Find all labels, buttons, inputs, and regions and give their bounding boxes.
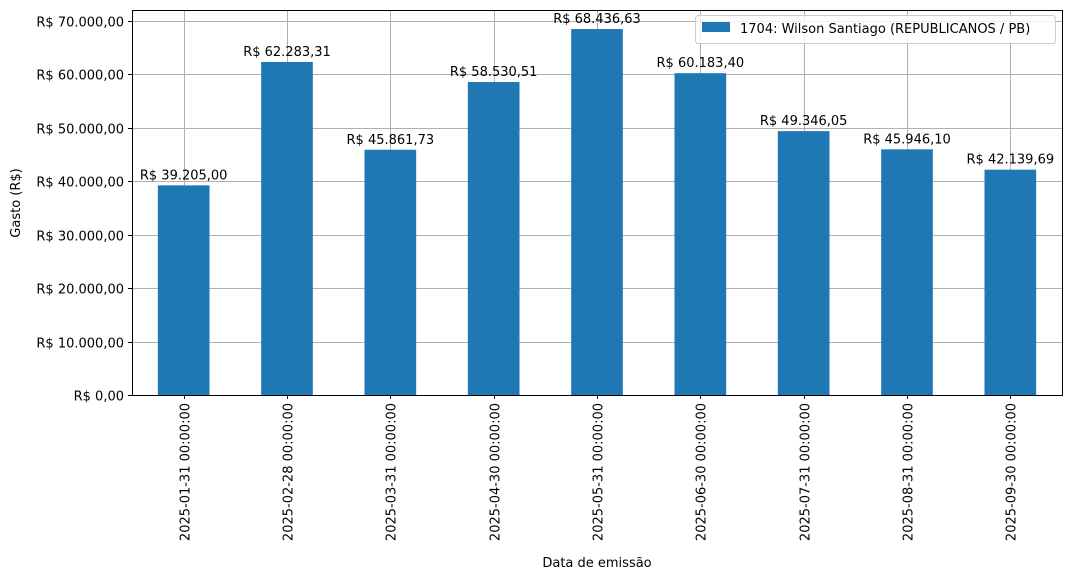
bar — [467, 82, 520, 395]
y-tick-label: R$ 10.000,00 — [36, 337, 124, 352]
x-tick-label: 2025-03-31 00:00:00 — [385, 403, 400, 541]
x-tick-label: 2025-05-31 00:00:00 — [592, 403, 607, 541]
bar — [571, 29, 623, 395]
x-tick-label: 2025-09-30 00:00:00 — [1005, 403, 1020, 541]
x-tick-label: 2025-01-31 00:00:00 — [179, 403, 194, 541]
bar-value-label: R$ 42.139,69 — [967, 153, 1055, 168]
bar-value-label: R$ 39.205,00 — [140, 168, 228, 183]
bar — [777, 131, 830, 395]
bar-value-label: R$ 45.861,73 — [347, 133, 435, 148]
bar — [364, 149, 417, 395]
bar-value-label: R$ 60.183,40 — [657, 56, 745, 71]
x-tick-label: 2025-08-31 00:00:00 — [902, 403, 917, 541]
bar-labels: R$ 39.205,00 R$ 62.283,31 R$ 45.861,73 R$ 5… — [140, 12, 1054, 183]
bar-value-label: R$ 68.436,63 — [553, 12, 641, 27]
bar — [157, 185, 210, 395]
bar-value-label: R$ 49.346,05 — [760, 114, 848, 129]
x-tick-label: 2025-04-30 00:00:00 — [489, 403, 504, 541]
bar-value-label: R$ 62.283,31 — [243, 45, 331, 60]
y-tick-label: R$ 60.000,00 — [36, 69, 124, 84]
bar — [881, 149, 933, 395]
bar — [674, 73, 727, 396]
y-tick-label: R$ 50.000,00 — [36, 123, 124, 138]
y-tick-label: R$ 70.000,00 — [36, 16, 124, 31]
y-axis: R$ 0,00 R$ 10.000,00 R$ 20.000,00 R$ 30.000… — [36, 16, 132, 405]
x-axis: 2025-01-31 00:00:00 2025-02-28 00:00:00 20… — [179, 395, 1020, 541]
bar-value-label: R$ 45.946,10 — [863, 132, 951, 147]
legend-swatch — [702, 22, 730, 32]
y-tick-label: R$ 40.000,00 — [36, 176, 124, 191]
x-tick-label: 2025-07-31 00:00:00 — [799, 403, 814, 541]
y-tick-label: R$ 30.000,00 — [36, 230, 124, 245]
legend: 1704: Wilson Santiago (REPUBLICANOS / PB… — [695, 15, 1056, 44]
bar-value-label: R$ 58.530,51 — [450, 65, 538, 80]
y-tick-label: R$ 0,00 — [74, 390, 124, 405]
y-axis-title: Gasto (R$) — [9, 168, 24, 237]
bar — [261, 61, 313, 395]
legend-box — [695, 15, 1056, 44]
legend-entry-label: 1704: Wilson Santiago (REPUBLICANOS / PB… — [740, 22, 1030, 37]
x-tick-label: 2025-06-30 00:00:00 — [695, 403, 710, 541]
x-axis-title: Data de emissão — [542, 556, 651, 571]
bar — [984, 169, 1037, 395]
y-tick-label: R$ 20.000,00 — [36, 283, 124, 298]
x-tick-label: 2025-02-28 00:00:00 — [282, 403, 297, 541]
bars-layer — [157, 29, 1037, 396]
